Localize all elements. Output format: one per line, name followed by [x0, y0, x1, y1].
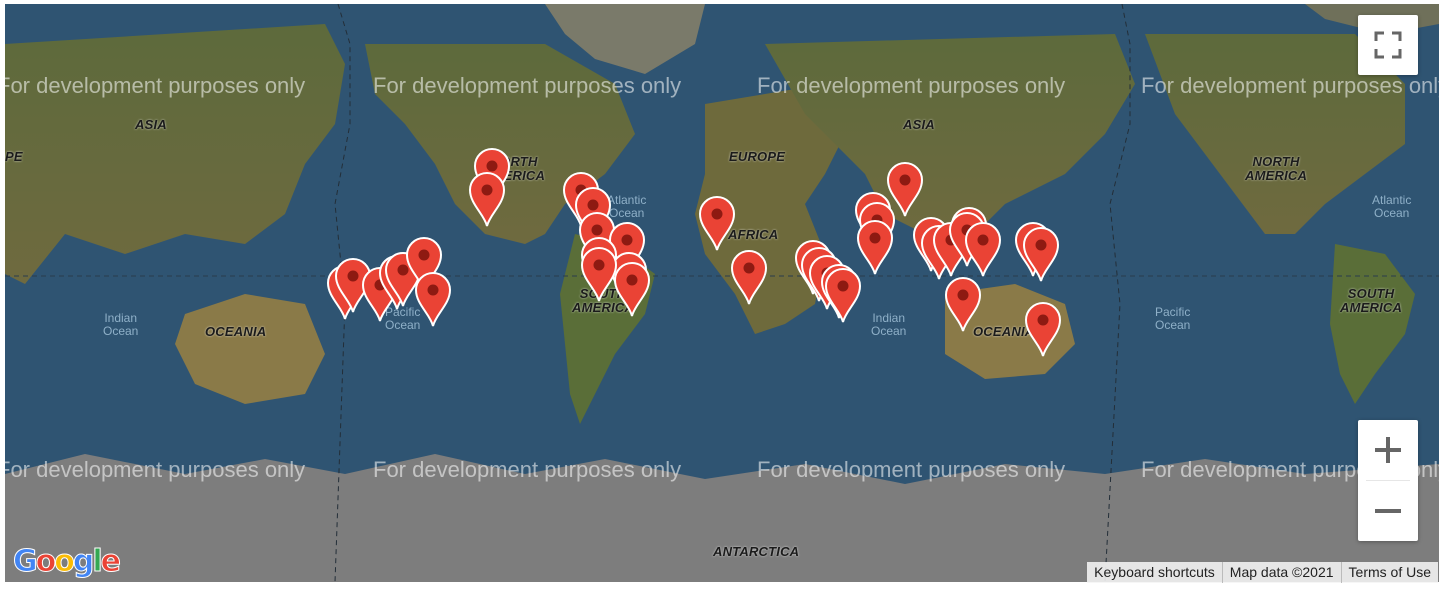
- zoom-control: [1358, 420, 1418, 541]
- zoom-in-button[interactable]: [1358, 420, 1418, 480]
- label-indian-ocean: Indian Ocean: [103, 311, 139, 338]
- label-antarctica: ANTARCTICA: [713, 544, 800, 559]
- map-marker[interactable]: [404, 235, 444, 293]
- google-logo: Google: [13, 544, 122, 580]
- watermark: For development purposes only: [1141, 73, 1439, 98]
- watermark: For development purposes only: [5, 73, 306, 98]
- watermark: For development purposes only: [373, 457, 682, 482]
- label-africa: AFRICA: [728, 227, 779, 242]
- map-data-link[interactable]: Map data ©2021: [1221, 562, 1341, 583]
- label-asia-2: ASIA: [903, 117, 935, 132]
- watermark: For development purposes only: [373, 73, 682, 98]
- zoom-out-button[interactable]: [1358, 481, 1418, 541]
- label-oceania: OCEANIA: [205, 324, 267, 339]
- fullscreen-button[interactable]: [1358, 15, 1418, 75]
- map-marker[interactable]: [413, 270, 453, 328]
- map-marker[interactable]: [612, 260, 652, 318]
- map-marker[interactable]: [1023, 300, 1063, 358]
- map-marker[interactable]: [697, 194, 737, 252]
- label-europe-partial: PE: [5, 149, 23, 164]
- label-north-america-2: NORTH AMERICA: [1245, 154, 1308, 183]
- map-marker[interactable]: [963, 220, 1003, 278]
- label-europe: EUROPE: [729, 149, 786, 164]
- label-pacific-ocean: Pacific Ocean: [385, 305, 421, 332]
- map-marker[interactable]: [467, 170, 507, 228]
- zoom-divider: [1366, 480, 1410, 481]
- watermark: For development purposes only: [757, 73, 1066, 98]
- label-atlantic-ocean: Atlantic Ocean: [607, 193, 647, 220]
- keyboard-shortcuts-link[interactable]: Keyboard shortcuts: [1094, 564, 1215, 580]
- map-marker[interactable]: [579, 245, 619, 303]
- map-marker[interactable]: [855, 218, 895, 276]
- label-asia: ASIA: [135, 117, 167, 132]
- map-marker[interactable]: [729, 248, 769, 306]
- label-south-america-2: SOUTH AMERICA: [1340, 286, 1403, 315]
- attribution-bar: Keyboard shortcuts Map data ©2021 Terms …: [1087, 562, 1438, 583]
- watermark: For development purposes only: [757, 457, 1066, 482]
- label-pacific-ocean-2: Pacific Ocean: [1155, 305, 1191, 332]
- map-marker[interactable]: [885, 160, 925, 218]
- label-indian-ocean-2: Indian Ocean: [871, 311, 907, 338]
- terms-of-use-link[interactable]: Terms of Use: [1340, 562, 1438, 583]
- label-atlantic-ocean-2: Atlantic Ocean: [1372, 193, 1412, 220]
- map-marker[interactable]: [943, 275, 983, 333]
- fullscreen-icon: [1374, 31, 1402, 59]
- plus-icon: [1375, 437, 1401, 463]
- minus-icon: [1375, 509, 1401, 513]
- watermark: For development purposes only: [5, 457, 306, 482]
- map-marker[interactable]: [823, 266, 863, 324]
- label-oceania-2: OCEANIA: [973, 324, 1035, 339]
- map-canvas[interactable]: ASIA PE NORTH AMERICA SOUTH AMERICA AFRI…: [5, 4, 1439, 582]
- map-marker[interactable]: [1021, 225, 1061, 283]
